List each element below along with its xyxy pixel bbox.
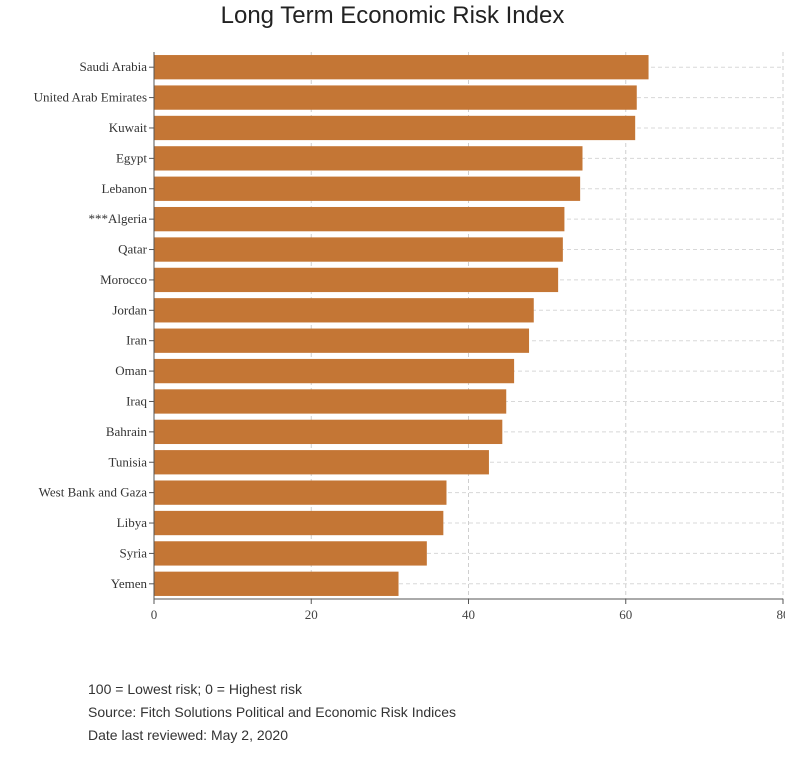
bar [154, 480, 447, 505]
bar [154, 55, 649, 80]
bar [154, 146, 583, 171]
category-label: Libya [117, 515, 148, 530]
category-label: Tunisia [108, 454, 147, 469]
x-tick-label: 20 [305, 607, 318, 622]
x-tick-label: 60 [619, 607, 632, 622]
bar [154, 358, 515, 384]
bar [154, 267, 559, 293]
category-label: ***Algeria [89, 211, 148, 226]
x-tick-label: 80 [777, 607, 785, 622]
bar [154, 328, 530, 353]
bar [154, 389, 507, 414]
bar [154, 176, 581, 201]
category-label: Lebanon [102, 181, 148, 196]
chart-notes: 100 = Lowest risk; 0 = Highest risk Sour… [88, 678, 456, 747]
bar [154, 571, 399, 596]
category-label: Egypt [116, 150, 147, 165]
note-date: Date last reviewed: May 2, 2020 [88, 727, 288, 743]
bar-chart: Saudi Arabia United Arab Emirates Kuwait Eg… [34, 52, 785, 622]
bar [154, 206, 565, 232]
bar [154, 85, 637, 110]
category-label: Saudi Arabia [79, 59, 147, 74]
x-tick-label: 0 [151, 607, 158, 622]
bar [154, 510, 444, 536]
category-label: Morocco [100, 272, 147, 287]
category-label: United Arab Emirates [34, 90, 147, 105]
chart-title: Long Term Economic Risk Index [220, 2, 565, 29]
category-label: Jordan [112, 302, 147, 317]
category-label: Yemen [111, 576, 148, 591]
category-label: Qatar [118, 242, 148, 257]
bar [154, 115, 636, 141]
category-label: Iran [126, 333, 147, 348]
bar [154, 541, 427, 566]
category-label: Kuwait [109, 120, 148, 135]
category-label: Oman [115, 363, 147, 378]
bar [154, 450, 489, 475]
category-label: Bahrain [106, 424, 148, 439]
bar [154, 298, 534, 323]
note-scale: 100 = Lowest risk; 0 = Highest risk [88, 681, 302, 697]
x-tick-label: 40 [462, 607, 475, 622]
category-label: Iraq [126, 393, 147, 408]
category-label: Syria [120, 545, 148, 560]
bar [154, 237, 563, 262]
note-source: Source: Fitch Solutions Political and Ec… [88, 704, 457, 720]
bar [154, 419, 503, 445]
category-label: West Bank and Gaza [39, 485, 148, 500]
